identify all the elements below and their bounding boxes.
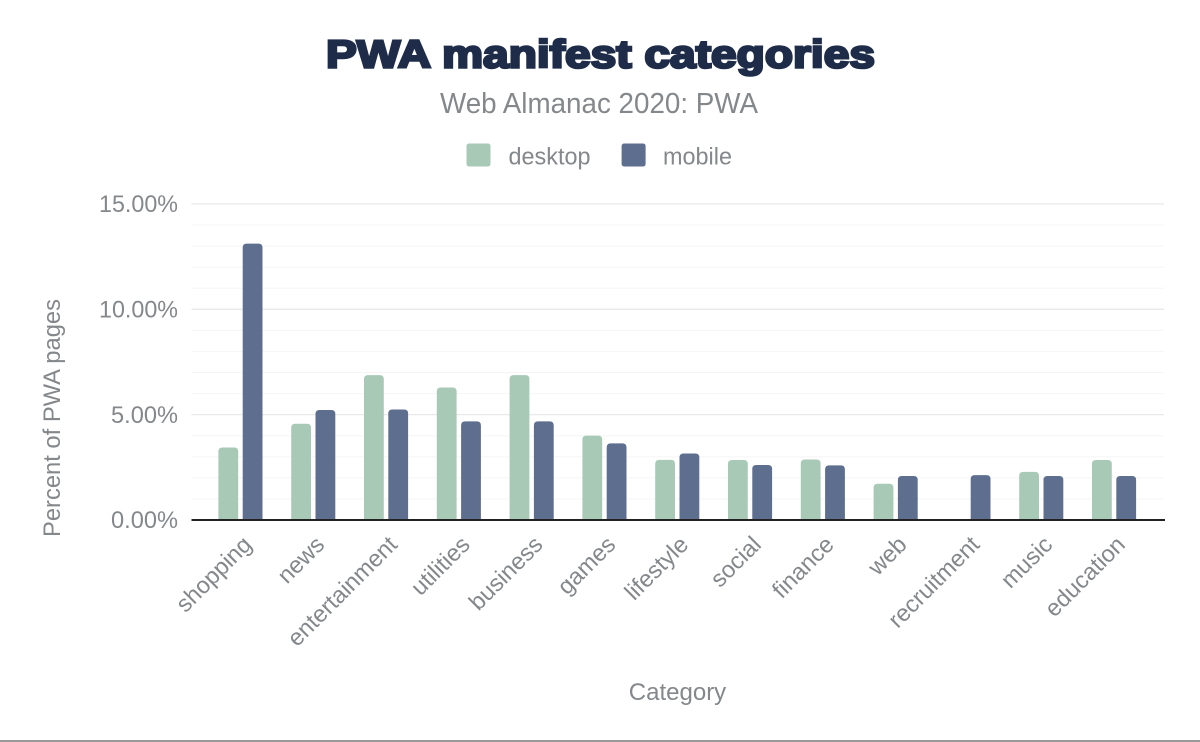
svg-text:5.00%: 5.00% — [111, 402, 178, 429]
svg-text:desktop: desktop — [509, 144, 591, 171]
svg-text:15.00%: 15.00% — [99, 191, 178, 218]
svg-text:0.00%: 0.00% — [111, 507, 178, 534]
svg-text:Percent of PWA pages: Percent of PWA pages — [39, 299, 66, 537]
svg-text:mobile: mobile — [663, 144, 732, 171]
svg-text:Web Almanac 2020: PWA: Web Almanac 2020: PWA — [440, 88, 758, 120]
svg-text:Category: Category — [629, 679, 726, 706]
svg-text:10.00%: 10.00% — [99, 297, 178, 324]
svg-text:PWA manifest categories: PWA manifest categories — [326, 34, 875, 77]
